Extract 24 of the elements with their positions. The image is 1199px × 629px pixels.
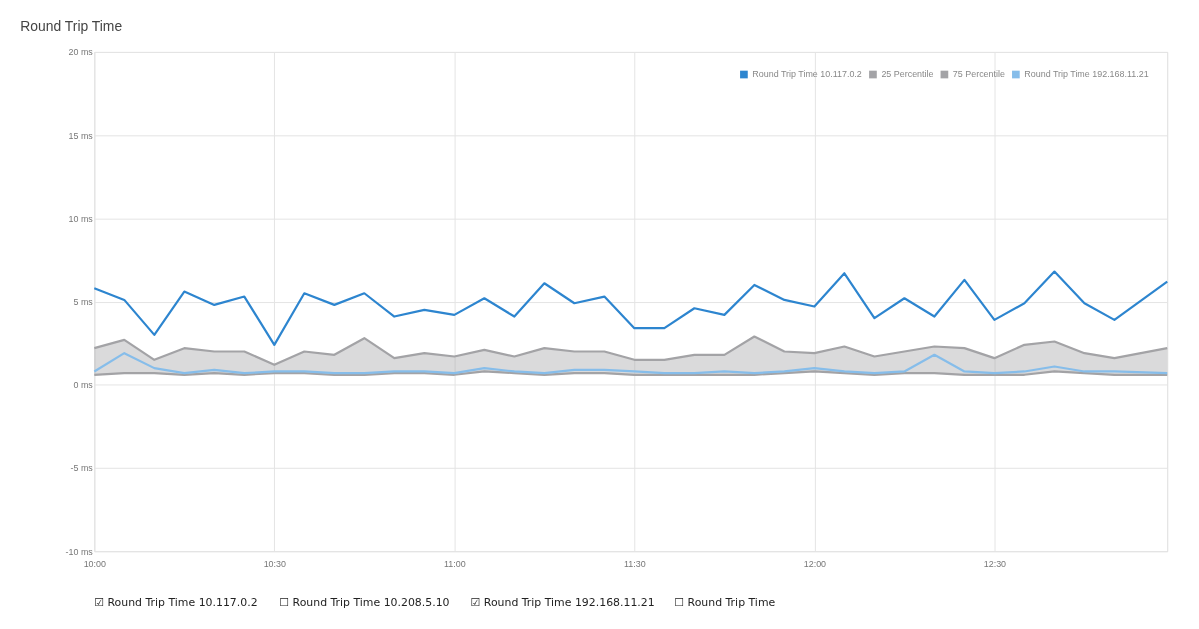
legend-label: Round Trip Time 10.117.0.2: [752, 69, 862, 80]
legend-label: 25 Percentile: [881, 69, 934, 80]
x-tick-label: 10:30: [263, 558, 287, 569]
y-tick-label: -5 ms: [70, 463, 94, 474]
y-tick-label: 15 ms: [68, 130, 94, 141]
line-series: [93, 352, 1169, 375]
x-tick-label: 12:30: [983, 558, 1007, 569]
y-tick-label: -10 ms: [65, 546, 94, 557]
y-tick-label: 0 ms: [73, 380, 94, 391]
y-tick-label: 10 ms: [68, 213, 94, 224]
text: ☑ Round Trip Time 10.117.0.2: [94, 595, 258, 609]
chart-title: Round Trip Time: [20, 18, 123, 35]
y-tick-label: 20 ms: [68, 47, 94, 58]
text: ☐ Round Trip Time: [674, 595, 776, 609]
text: ☑ Round Trip Time 192.168.11.21: [470, 595, 655, 609]
legend-label: Round Trip Time 192.168.11.21: [1024, 69, 1149, 80]
x-tick-label: 11:30: [624, 558, 646, 569]
legend-label: 75 Percentile: [952, 69, 1005, 80]
x-tick-label: 12:00: [803, 558, 827, 569]
y-tick-label: 5 ms: [73, 297, 94, 308]
x-tick-label: 11:00: [444, 558, 466, 569]
text: ☐ Round Trip Time 10.208.5.10: [279, 595, 450, 609]
x-tick-label: 10:00: [83, 558, 106, 569]
line-series: [93, 270, 1169, 346]
